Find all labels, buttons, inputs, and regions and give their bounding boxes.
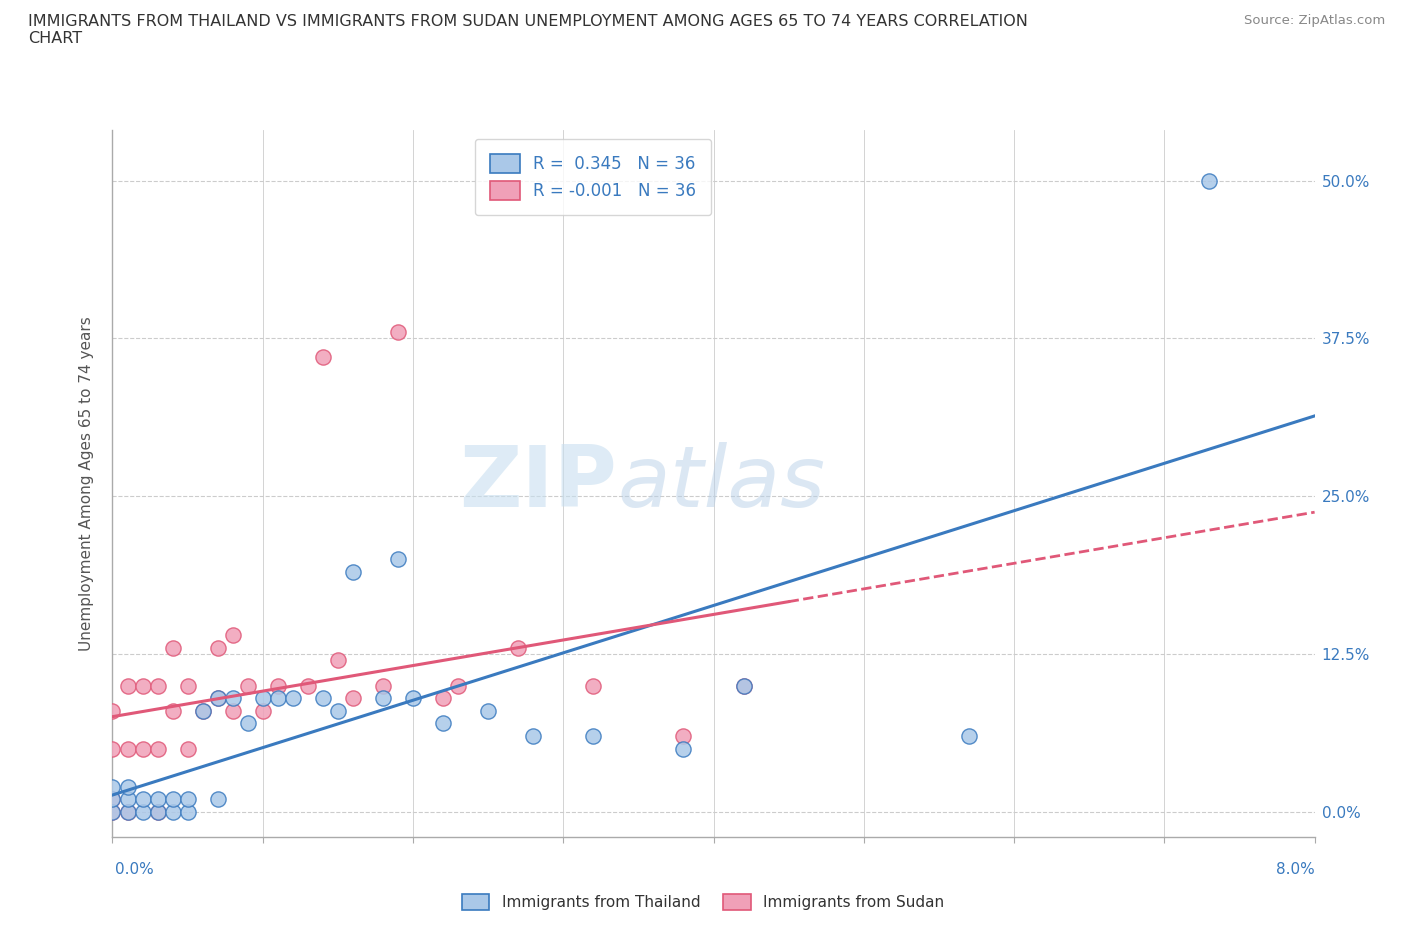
Legend: Immigrants from Thailand, Immigrants from Sudan: Immigrants from Thailand, Immigrants fro…: [454, 886, 952, 918]
Point: [342, 565, 364, 579]
Point: [326, 653, 349, 668]
Point: [432, 691, 454, 706]
Point: [131, 678, 153, 693]
Text: ZIP: ZIP: [460, 442, 617, 525]
Legend: R =  0.345   N = 36, R = -0.001   N = 36: R = 0.345 N = 36, R = -0.001 N = 36: [475, 139, 711, 216]
Point: [191, 703, 214, 718]
Point: [1198, 173, 1220, 188]
Point: [176, 804, 198, 819]
Point: [207, 640, 229, 655]
Point: [146, 804, 169, 819]
Point: [267, 678, 290, 693]
Point: [222, 691, 245, 706]
Text: 8.0%: 8.0%: [1275, 862, 1315, 877]
Point: [117, 804, 139, 819]
Point: [326, 703, 349, 718]
Point: [342, 691, 364, 706]
Point: [387, 325, 409, 339]
Point: [371, 691, 394, 706]
Y-axis label: Unemployment Among Ages 65 to 74 years: Unemployment Among Ages 65 to 74 years: [79, 316, 94, 651]
Point: [733, 678, 755, 693]
Point: [432, 716, 454, 731]
Point: [117, 779, 139, 794]
Point: [146, 791, 169, 806]
Point: [101, 779, 124, 794]
Point: [957, 728, 980, 743]
Point: [101, 791, 124, 806]
Point: [672, 741, 695, 756]
Point: [297, 678, 319, 693]
Point: [312, 350, 335, 365]
Point: [508, 640, 530, 655]
Point: [131, 804, 153, 819]
Point: [207, 691, 229, 706]
Point: [447, 678, 470, 693]
Text: Source: ZipAtlas.com: Source: ZipAtlas.com: [1244, 14, 1385, 27]
Point: [176, 741, 198, 756]
Point: [162, 703, 184, 718]
Point: [162, 804, 184, 819]
Point: [131, 791, 153, 806]
Point: [146, 678, 169, 693]
Point: [117, 741, 139, 756]
Point: [582, 728, 605, 743]
Point: [191, 703, 214, 718]
Point: [387, 551, 409, 566]
Point: [252, 703, 274, 718]
Point: [117, 804, 139, 819]
Point: [371, 678, 394, 693]
Point: [281, 691, 304, 706]
Point: [162, 791, 184, 806]
Point: [101, 804, 124, 819]
Point: [236, 678, 259, 693]
Point: [101, 791, 124, 806]
Point: [672, 728, 695, 743]
Point: [522, 728, 544, 743]
Point: [176, 791, 198, 806]
Point: [131, 741, 153, 756]
Point: [236, 716, 259, 731]
Text: 0.0%: 0.0%: [115, 862, 155, 877]
Point: [267, 691, 290, 706]
Point: [101, 804, 124, 819]
Point: [162, 640, 184, 655]
Point: [101, 741, 124, 756]
Point: [176, 678, 198, 693]
Point: [402, 691, 425, 706]
Point: [477, 703, 499, 718]
Point: [252, 691, 274, 706]
Text: atlas: atlas: [617, 442, 825, 525]
Point: [312, 691, 335, 706]
Point: [733, 678, 755, 693]
Point: [146, 804, 169, 819]
Point: [117, 791, 139, 806]
Point: [101, 703, 124, 718]
Point: [222, 703, 245, 718]
Point: [207, 691, 229, 706]
Text: IMMIGRANTS FROM THAILAND VS IMMIGRANTS FROM SUDAN UNEMPLOYMENT AMONG AGES 65 TO : IMMIGRANTS FROM THAILAND VS IMMIGRANTS F…: [28, 14, 1028, 46]
Point: [222, 628, 245, 643]
Point: [582, 678, 605, 693]
Point: [146, 741, 169, 756]
Point: [117, 678, 139, 693]
Point: [207, 791, 229, 806]
